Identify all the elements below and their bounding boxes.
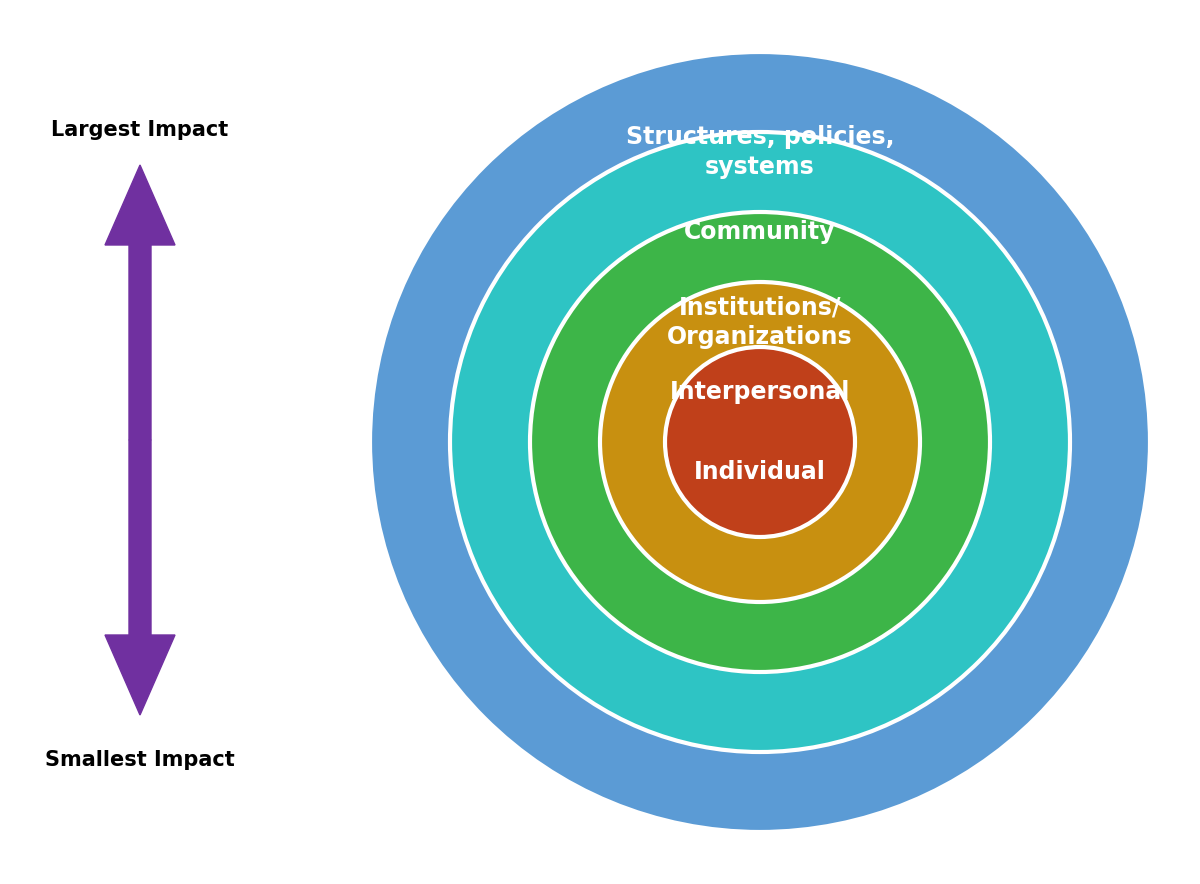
Text: Structures, policies,
systems: Structures, policies, systems [625, 126, 894, 179]
Text: Interpersonal: Interpersonal [670, 380, 850, 404]
Circle shape [600, 282, 920, 602]
Circle shape [665, 347, 854, 537]
Polygon shape [106, 165, 175, 440]
Text: Community: Community [684, 220, 835, 244]
Circle shape [530, 212, 990, 672]
Text: Smallest Impact: Smallest Impact [46, 750, 235, 770]
Text: Institutions/
Organizations: Institutions/ Organizations [667, 295, 853, 349]
Circle shape [450, 132, 1070, 752]
Circle shape [370, 52, 1150, 832]
Polygon shape [106, 440, 175, 715]
Text: Individual: Individual [694, 460, 826, 484]
Text: Largest Impact: Largest Impact [52, 120, 229, 140]
